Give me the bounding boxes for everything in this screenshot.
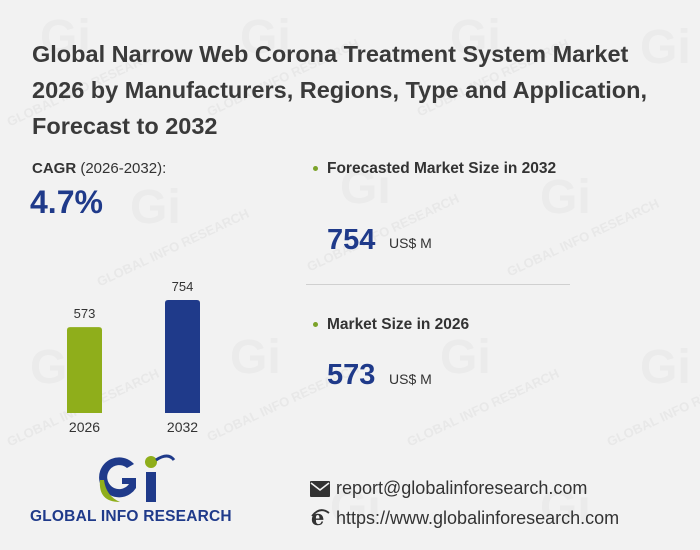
- kpi-forecast-value: 754: [327, 224, 376, 256]
- page-title: Global Narrow Web Corona Treatment Syste…: [32, 41, 648, 139]
- website-link[interactable]: https://www.globalinforesearch.com: [336, 508, 620, 528]
- cagr-period: (2026-2032):: [80, 160, 167, 177]
- data-label-2032: 754: [172, 279, 194, 294]
- kpi-current-value: 573: [327, 359, 376, 391]
- browser-icon: e: [311, 508, 330, 528]
- kpi-forecast-label: Forecasted Market Size in 2032: [327, 160, 557, 177]
- x-tick-label-2026: 2026: [69, 419, 100, 435]
- bar-2032: [165, 300, 200, 413]
- cagr-value: 4.7%: [30, 184, 103, 220]
- email-icon: [310, 481, 330, 497]
- logo-text: GLOBAL INFO RESEARCH: [30, 508, 232, 525]
- bar-2026: [67, 327, 102, 413]
- divider: [306, 284, 570, 285]
- kpi-current-label: Market Size in 2026: [327, 316, 470, 333]
- gi-logo-icon: [99, 454, 176, 502]
- email-link[interactable]: report@globalinforesearch.com: [336, 478, 588, 498]
- cagr-label-bold: CAGR: [32, 160, 77, 177]
- data-label-2026: 573: [74, 306, 96, 321]
- kpi-forecast-unit: US$ M: [389, 235, 432, 251]
- x-tick-label-2032: 2032: [167, 419, 198, 435]
- cagr-label: CAGR (2026-2032):: [32, 160, 166, 177]
- company-logo: GLOBAL INFO RESEARCH: [30, 450, 240, 530]
- bullet-icon: [313, 322, 318, 327]
- kpi-current-unit: US$ M: [389, 371, 432, 387]
- bullet-icon: [313, 166, 318, 171]
